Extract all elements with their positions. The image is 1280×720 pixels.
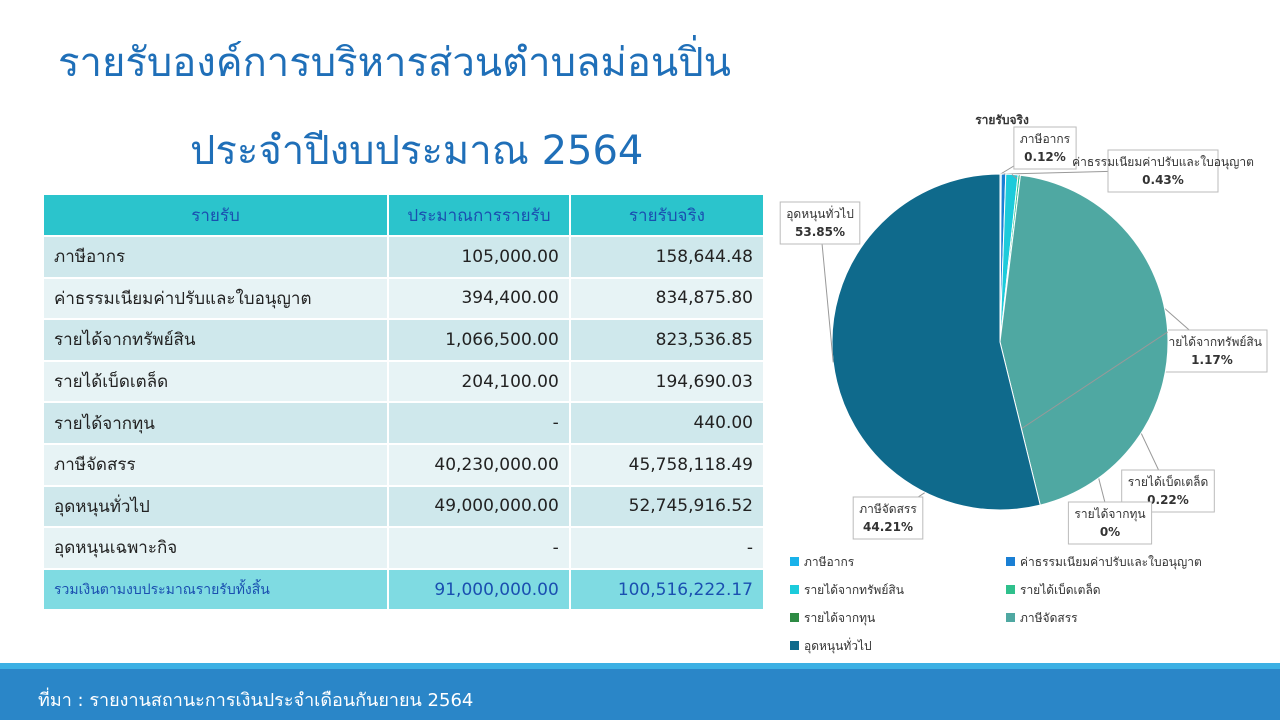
- data-label: อุดหนุนทั่วไป 53.85%: [779, 201, 861, 245]
- label-cell: รายได้เบ็ดเตล็ด: [44, 359, 390, 403]
- amount-cell: 91,000,000.00: [388, 567, 571, 610]
- label-category: รายได้จากทุน: [1074, 507, 1145, 522]
- subtitle: ประจำปีงบประมาณ 2564: [190, 128, 644, 174]
- revenue-table: รายรับ ประมาณการรายรับ รายรับจริง ภาษีอากร 1…: [44, 195, 766, 610]
- legend-swatch: [790, 613, 799, 622]
- label-category: ภาษีอากร: [1020, 132, 1071, 146]
- label-value: 0%: [1100, 525, 1120, 539]
- table-row: รายได้จากทรัพย์สิน 1,066,500.00 823,536.85: [44, 318, 766, 361]
- amount-cell: 45,758,118.49: [569, 442, 766, 486]
- label-category: รายได้เบ็ดเตล็ด: [1128, 474, 1209, 489]
- leader-line: [819, 221, 834, 363]
- label-cell: ภาษีอากร: [44, 235, 390, 278]
- legend-swatch: [1006, 557, 1015, 566]
- amount-cell: 105,000.00: [388, 235, 571, 278]
- amount-cell: 100,516,222.17: [569, 567, 766, 610]
- source: ที่มา : รายงานสถานะการเงินประจำเดือนกันย…: [38, 690, 474, 711]
- label-box: [1156, 329, 1268, 373]
- amount-cell: -: [388, 401, 571, 444]
- column-header: รายรับจริง: [569, 195, 766, 236]
- legend-label: ภาษีจัดสรร: [1020, 611, 1078, 625]
- label-cell: ภาษีจัดสรร: [44, 442, 390, 486]
- label-value: 44.21%: [863, 520, 913, 534]
- label-category: อุดหนุนทั่วไป: [786, 205, 854, 222]
- legend-swatch: [1006, 613, 1015, 622]
- amount-cell: 49,000,000.00: [388, 484, 571, 528]
- label-value: 53.85%: [795, 225, 845, 239]
- title: รายรับองค์การบริหารส่วนตำบลม่อนปิ่น: [58, 40, 731, 86]
- label-category: ภาษีจัดสรร: [859, 502, 917, 516]
- amount-cell: 834,875.80: [569, 276, 766, 320]
- amount-cell: 158,644.48: [569, 235, 766, 278]
- label-value: 0.43%: [1142, 173, 1184, 187]
- data-label: รายได้จากทรัพย์สิน 1.17%: [1156, 329, 1268, 373]
- label-value: 0.12%: [1024, 150, 1066, 164]
- label-cell: อุดหนุนเฉพาะกิจ: [44, 526, 390, 569]
- legend-swatch: [1006, 585, 1015, 594]
- chart-title: รายรับจริง: [975, 113, 1029, 127]
- legend-label: อุดหนุนทั่วไป: [804, 637, 872, 654]
- amount-cell: 204,100.00: [388, 359, 571, 403]
- amount-cell: 1,066,500.00: [388, 318, 571, 361]
- data-label: ภาษีอากร 0.12%: [1013, 126, 1077, 170]
- amount-cell: 194,690.03: [569, 359, 766, 403]
- label-category: รายได้จากทรัพย์สิน: [1162, 335, 1262, 349]
- label-value: 0.22%: [1147, 493, 1189, 507]
- table-row: รายได้เบ็ดเตล็ด 204,100.00 194,690.03: [44, 359, 766, 403]
- table-row: รายได้จากทุน -440.00: [44, 401, 766, 444]
- amount-cell: 52,745,916.52: [569, 484, 766, 528]
- table-row: อุดหนุนเฉพาะกิจ - -: [44, 526, 766, 569]
- table-row: รวมเงินตามงบประมาณรายรับทั้งสิ้น 91,000,0…: [44, 567, 766, 610]
- legend-swatch: [790, 557, 799, 566]
- pie-chart: รายรับจริง ภาษีอากร 0.12% ค่าธรรมเนียมค่าป…: [779, 113, 1268, 654]
- column-header: รายรับ: [44, 195, 390, 236]
- label-box: [1013, 126, 1077, 170]
- data-label: ภาษีจัดสรร 44.21%: [852, 496, 924, 540]
- amount-cell: 440.00: [569, 401, 766, 444]
- header-row: รายรับ ประมาณการรายรับ รายรับจริง: [44, 195, 766, 236]
- legend-swatch: [790, 641, 799, 650]
- label-cell: รายได้จากทรัพย์สิน: [44, 318, 390, 361]
- label-box: [852, 496, 924, 540]
- data-label: ค่าธรรมเนียมค่าปรับและใบอนุญาต 0.43%: [1072, 149, 1254, 193]
- table-row: อุดหนุนทั่วไป 49,000,000.00 52,745,916.52: [44, 484, 766, 528]
- legend-label: รายได้จากทุน: [804, 611, 875, 626]
- table-row: ภาษีจัดสรร 40,230,000.00 45,758,118.49: [44, 442, 766, 486]
- legend-label: รายได้เบ็ดเตล็ด: [1020, 582, 1101, 597]
- legend-swatch: [790, 585, 799, 594]
- label-cell: รวมเงินตามงบประมาณรายรับทั้งสิ้น: [44, 567, 390, 610]
- column-header: ประมาณการรายรับ: [388, 195, 571, 236]
- amount-cell: -: [569, 526, 766, 569]
- table-row: ภาษีอากร 105,000.00 158,644.48: [44, 235, 766, 278]
- label-cell: ค่าธรรมเนียมค่าปรับและใบอนุญาต: [44, 276, 390, 320]
- label-category: ค่าธรรมเนียมค่าปรับและใบอนุญาต: [1072, 155, 1254, 170]
- amount-cell: -: [388, 526, 571, 569]
- amount-cell: 394,400.00: [388, 276, 571, 320]
- amount-cell: 823,536.85: [569, 318, 766, 361]
- table-row: ค่าธรรมเนียมค่าปรับและใบอนุญาต 394,400.00…: [44, 276, 766, 320]
- label-box: [1067, 501, 1153, 545]
- legend-label: รายได้จากทรัพย์สิน: [804, 583, 904, 597]
- label-value: 1.17%: [1191, 353, 1233, 367]
- label-box: [1107, 149, 1219, 193]
- label-cell: อุดหนุนทั่วไป: [44, 484, 390, 528]
- label-cell: รายได้จากทุน: [44, 401, 390, 444]
- amount-cell: 40,230,000.00: [388, 442, 571, 486]
- footer: ที่มา : รายงานสถานะการเงินประจำเดือนกันย…: [0, 663, 1280, 720]
- label-box: [779, 201, 861, 245]
- data-label: รายได้จากทุน 0%: [1067, 501, 1153, 545]
- legend-label: ค่าธรรมเนียมค่าปรับและใบอนุญาต: [1020, 555, 1202, 570]
- legend-label: ภาษีอากร: [804, 555, 855, 569]
